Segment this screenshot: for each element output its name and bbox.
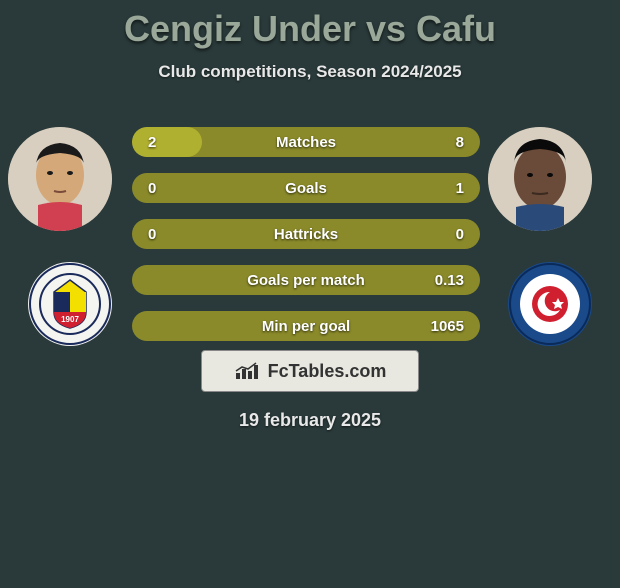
comparison-content: 1907 2 Matches 8 0 Goals 1 0 Hattricks 0 Goals pe… [0,112,620,342]
stat-right-value: 0 [456,226,464,243]
stat-row: Goals per match 0.13 [132,265,480,295]
stat-label: Goals per match [247,272,365,289]
comparison-subtitle: Club competitions, Season 2024/2025 [0,62,620,82]
stat-row: Min per goal 1065 [132,311,480,341]
stat-right-value: 1065 [431,318,464,335]
comparison-date: 19 february 2025 [0,410,620,431]
stats-bars: 2 Matches 8 0 Goals 1 0 Hattricks 0 Goals per mat… [132,127,480,357]
stat-left-value: 0 [148,226,156,243]
stat-label: Matches [276,134,336,151]
club-left-year: 1907 [61,315,79,324]
stat-left-value: 0 [148,180,156,197]
player-left-avatar [8,127,112,231]
stat-row: 2 Matches 8 [132,127,480,157]
stat-fill [132,127,202,157]
stat-row: 0 Hattricks 0 [132,219,480,249]
club-left-crest: 1907 [28,262,112,346]
fenerbahce-crest-icon: 1907 [28,262,112,346]
stat-label: Hattricks [274,226,338,243]
club-right-crest [508,262,592,346]
stat-label: Min per goal [262,318,350,335]
player-left-face-icon [8,127,112,231]
stat-right-value: 8 [456,134,464,151]
comparison-title: Cengiz Under vs Cafu [0,8,620,50]
brand-text: FcTables.com [268,361,387,382]
chart-icon [234,361,262,381]
stat-row: 0 Goals 1 [132,173,480,203]
stat-right-value: 1 [456,180,464,197]
stat-left-value: 2 [148,134,156,151]
player-right-face-icon [488,127,592,231]
stat-label: Goals [285,180,327,197]
stat-right-value: 0.13 [435,272,464,289]
kasimpasa-crest-icon [508,262,592,346]
player-right-avatar [488,127,592,231]
